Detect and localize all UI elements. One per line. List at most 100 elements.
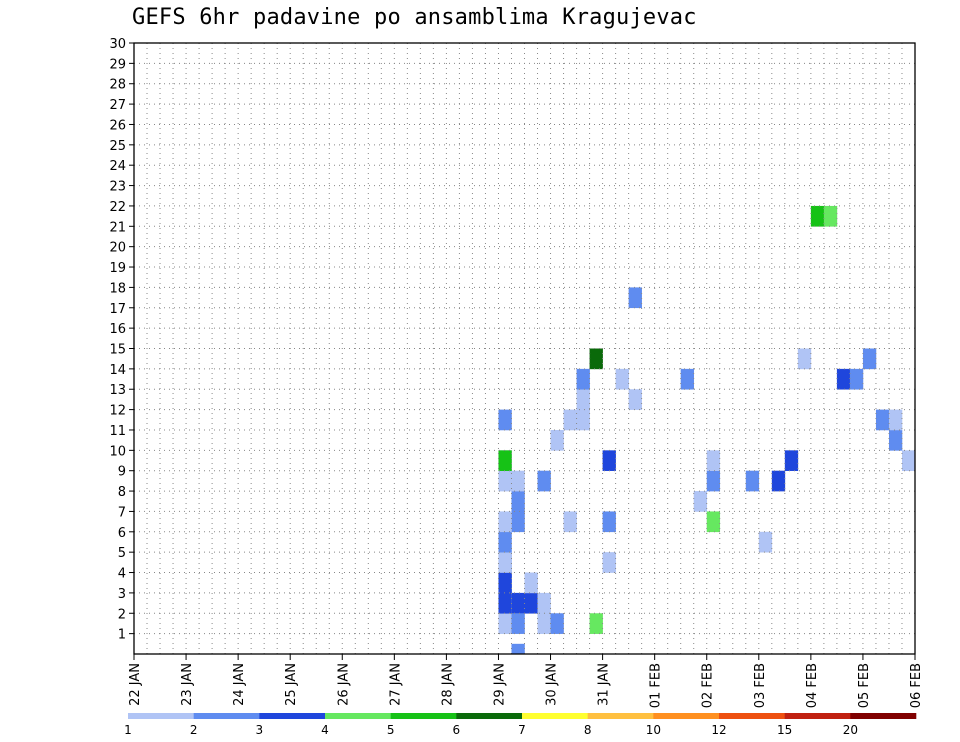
x-tick-label: 01 FEB (649, 663, 664, 708)
chart-title: GEFS 6hr padavine po ansamblima Kragujev… (132, 5, 697, 30)
heatmap-cell (511, 613, 525, 634)
colorbar-label: 7 (518, 723, 526, 737)
heatmap-cell (498, 552, 512, 573)
heatmap-cell (550, 429, 564, 451)
y-tick-label: 15 (109, 343, 126, 358)
colorbar-label: 8 (584, 723, 592, 737)
colorbar-label: 1 (124, 723, 132, 737)
colorbar-label: 5 (387, 723, 395, 737)
heatmap-cell (888, 409, 903, 431)
heatmap-cell (823, 205, 838, 227)
x-tick-label: 22 JAN (128, 663, 143, 706)
grid-lines (134, 42, 915, 654)
heatmap-cell (602, 450, 616, 471)
heatmap-cell (498, 450, 512, 471)
x-axis-ticks: 22 JAN 23 JAN 24 JAN 25 JAN 26 JAN 27 JAN 28 J… (128, 654, 924, 708)
heatmap-cell (875, 409, 890, 431)
heatmap-cell (498, 531, 512, 553)
heatmap-cell (849, 368, 864, 390)
colorbar-segment (128, 713, 194, 719)
heatmap-cell (537, 613, 551, 634)
y-tick-label: 19 (109, 261, 126, 276)
y-tick-label: 10 (109, 444, 126, 459)
y-tick-label: 13 (109, 383, 126, 398)
colorbar-segment (719, 713, 785, 719)
heatmap-cell (511, 470, 525, 492)
y-tick-label: 28 (109, 78, 126, 93)
y-tick-label: 11 (109, 424, 126, 439)
heatmap-cell (706, 450, 721, 471)
heatmap-cell (498, 409, 512, 431)
colorbar-label: 12 (711, 723, 726, 737)
heatmap-cell (706, 511, 721, 533)
heatmap-cell (758, 531, 773, 553)
y-tick-label: 26 (109, 118, 126, 133)
x-tick-label: 31 JAN (597, 663, 612, 706)
y-tick-label: 27 (109, 98, 126, 113)
heatmap-cell (589, 613, 603, 634)
x-tick-label: 03 FEB (753, 663, 768, 708)
heatmap-cell (563, 409, 577, 431)
y-tick-label: 8 (118, 485, 126, 500)
y-tick-label: 25 (109, 139, 126, 154)
heatmap-cell (797, 348, 812, 370)
heatmap-cell (589, 348, 603, 370)
heatmap-cell (498, 572, 512, 594)
heatmap-cell (576, 368, 590, 390)
colorbar-label: 3 (256, 723, 264, 737)
heatmap-cell (511, 511, 525, 533)
heatmap-cell (745, 470, 760, 492)
y-tick-label: 23 (109, 180, 126, 195)
colorbar-label: 20 (843, 723, 858, 737)
heatmap-cell (498, 592, 512, 614)
x-tick-label: 29 JAN (492, 663, 507, 706)
colorbar-segment (653, 713, 720, 719)
y-tick-label: 2 (118, 607, 126, 622)
x-tick-label: 05 FEB (857, 663, 872, 708)
colorbar-segment (193, 713, 260, 719)
heatmap-cell (524, 572, 538, 594)
x-tick-label: 04 FEB (805, 663, 820, 708)
heatmap-cell (615, 368, 629, 390)
heatmap-cell (524, 592, 538, 614)
colorbar-label: 15 (777, 723, 792, 737)
colorbar-segment (456, 713, 523, 719)
y-tick-label: 12 (109, 404, 126, 419)
y-tick-label: 16 (109, 322, 126, 337)
heatmap-cell (537, 592, 551, 614)
heatmap-cells (498, 205, 916, 654)
colorbar-legend: 1 2 3 4 5 6 7 8 10 12 15 20 (124, 713, 917, 737)
x-tick-label: 02 FEB (701, 663, 716, 708)
heatmap-cell (810, 205, 825, 227)
colorbar-segment (325, 713, 391, 719)
x-tick-label: 30 JAN (545, 663, 560, 706)
colorbar-label: 4 (321, 723, 329, 737)
x-tick-label: 28 JAN (440, 663, 455, 706)
y-tick-label: 22 (109, 200, 126, 215)
heatmap-cell (784, 450, 799, 471)
heatmap-cell (498, 613, 512, 634)
y-tick-label: 6 (118, 526, 126, 541)
heatmap-cell (901, 450, 916, 471)
y-tick-label: 5 (118, 546, 126, 561)
x-tick-label: 26 JAN (336, 663, 351, 706)
heatmap-cell (498, 511, 512, 533)
x-tick-label: 06 FEB (909, 663, 924, 708)
heatmap-cell (628, 287, 642, 309)
y-tick-label: 1 (118, 628, 126, 643)
y-tick-label: 18 (109, 281, 126, 296)
colorbar-segment (390, 713, 457, 719)
heatmap-cell (498, 470, 512, 492)
heatmap-cell (511, 592, 525, 614)
heatmap-cell (537, 470, 551, 492)
y-tick-label: 7 (118, 505, 126, 520)
heatmap-cell (511, 643, 525, 654)
heatmap-cell (576, 389, 590, 410)
y-tick-label: 24 (109, 159, 126, 174)
x-tick-label: 25 JAN (284, 663, 299, 706)
heatmap-cell (862, 348, 877, 370)
colorbar-label: 6 (453, 723, 461, 737)
heatmap-cell (602, 552, 616, 573)
colorbar-segment (522, 713, 588, 719)
